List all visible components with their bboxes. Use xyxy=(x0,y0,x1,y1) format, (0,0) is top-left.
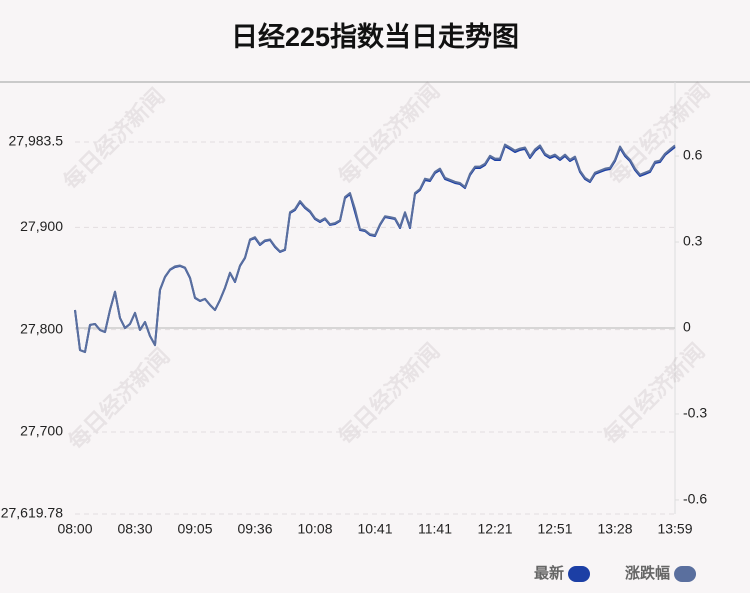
y-tick-label: 27,800 xyxy=(20,320,63,336)
y2-tick-label: 0 xyxy=(683,319,691,335)
y2-tick-label: 0.6 xyxy=(683,147,703,163)
y-tick-label: 27,700 xyxy=(20,423,63,439)
x-tick-label: 13:28 xyxy=(597,521,632,537)
x-tick-label: 10:08 xyxy=(297,521,332,537)
y-tick-label: 27,900 xyxy=(20,218,63,234)
x-tick-label: 09:36 xyxy=(237,521,272,537)
y2-tick-label: 0.3 xyxy=(683,233,703,249)
series-line xyxy=(74,143,676,354)
x-tick-label: 13:59 xyxy=(657,521,692,537)
x-tick-label: 12:51 xyxy=(537,521,572,537)
x-tick-label: 08:30 xyxy=(117,521,152,537)
legend-label: 最新 xyxy=(534,564,564,582)
legend-label: 涨跌幅 xyxy=(625,564,670,582)
legend-swatch xyxy=(674,566,697,582)
x-tick-label: 08:00 xyxy=(57,521,92,537)
y2-tick-label: -0.6 xyxy=(683,491,707,507)
y2-tick-label: -0.3 xyxy=(683,405,707,421)
y-tick-label: 27,983.5 xyxy=(9,133,64,149)
x-tick-label: 11:41 xyxy=(418,521,452,537)
x-tick-label: 10:41 xyxy=(357,521,392,537)
legend-swatch xyxy=(568,566,591,582)
x-tick-label: 09:05 xyxy=(177,521,212,537)
chart-title: 日经225指数当日走势图 xyxy=(231,21,519,52)
x-tick-label: 12:21 xyxy=(477,521,512,537)
y-tick-label: 27,619.78 xyxy=(1,505,63,521)
